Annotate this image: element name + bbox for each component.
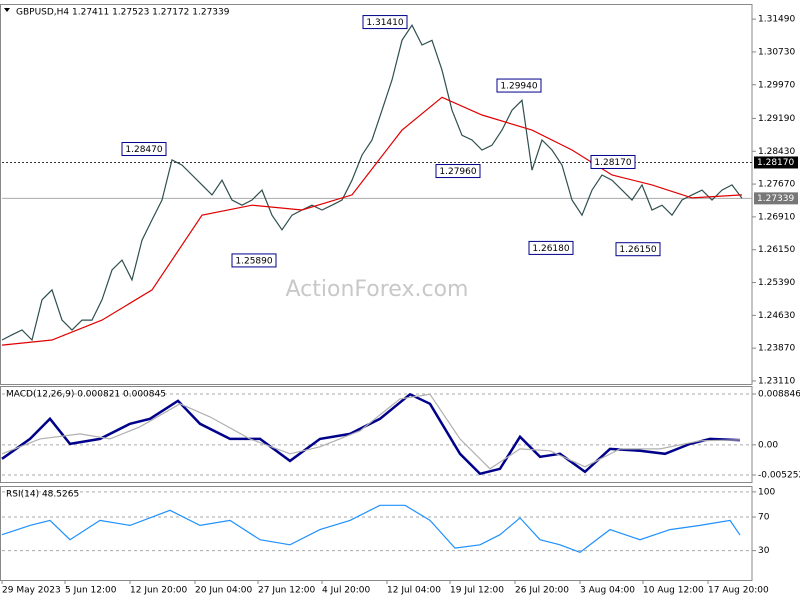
x-tick-label: 20 Jun 04:00 bbox=[195, 586, 252, 596]
annotation-box bbox=[615, 242, 661, 257]
annotation-label: 1.27960 bbox=[439, 167, 476, 177]
y-tick-label: 0.00 bbox=[758, 440, 778, 450]
series-line bbox=[1, 96, 743, 346]
series-line bbox=[1, 393, 741, 470]
y-tick-label: 1.25390 bbox=[758, 278, 795, 288]
series-line bbox=[1, 504, 741, 553]
annotation-label: 1.29940 bbox=[500, 82, 537, 92]
x-tick-label: 17 Aug 20:00 bbox=[708, 586, 769, 596]
annotation-box bbox=[590, 154, 636, 169]
x-tick-label: 27 Jun 12:00 bbox=[258, 586, 315, 596]
annotation-box bbox=[496, 78, 542, 93]
panel-frame bbox=[0, 4, 753, 385]
y-tick-label: 1.23110 bbox=[758, 376, 795, 386]
annotation-label: 1.28470 bbox=[125, 145, 162, 155]
menu-arrow bbox=[4, 8, 10, 12]
panel-frame bbox=[0, 486, 753, 581]
panel-title: RSI(14) 48.5265 bbox=[6, 490, 79, 500]
annotation-box bbox=[362, 15, 408, 30]
annotation-box bbox=[435, 164, 481, 179]
y-tick-label: 0.008846 bbox=[758, 390, 800, 400]
x-tick-label: 5 Jun 12:00 bbox=[65, 586, 117, 596]
x-tick-label: 26 Jul 20:00 bbox=[515, 586, 569, 596]
annotation-box bbox=[231, 253, 277, 268]
y-tick-label: 1.24630 bbox=[758, 311, 795, 321]
y-tick-label: 1.26150 bbox=[758, 245, 795, 255]
x-tick-label: 29 May 2023 bbox=[2, 586, 61, 596]
x-tick-label: 12 Jun 20:00 bbox=[130, 586, 187, 596]
y-tick-label: -0.005252 bbox=[758, 471, 800, 481]
y-tick-label: 1.30730 bbox=[758, 47, 795, 57]
annotation-label: 1.26150 bbox=[619, 245, 656, 255]
annotation-label: 1.25890 bbox=[235, 256, 272, 266]
y-tick-label: 1.28430 bbox=[758, 147, 795, 157]
annotation-label: 1.26180 bbox=[532, 244, 569, 254]
watermark: ActionForex.com bbox=[286, 277, 469, 302]
series-line bbox=[1, 392, 741, 476]
price-tag bbox=[754, 192, 798, 205]
y-tick-label: 1.31490 bbox=[758, 15, 795, 25]
x-tick-label: 12 Jul 04:00 bbox=[387, 586, 441, 596]
annotation-label: 1.28170 bbox=[594, 158, 631, 168]
panel-frame bbox=[0, 386, 753, 483]
panel-title: MACD(12,26,9) 0.000821 0.000845 bbox=[6, 390, 166, 400]
y-tick-label: 100 bbox=[758, 487, 775, 497]
annotation-label: 1.31410 bbox=[366, 18, 403, 28]
x-tick-label: 3 Aug 04:00 bbox=[580, 586, 635, 596]
annotation-box bbox=[121, 142, 167, 157]
y-tick-label: 1.27670 bbox=[758, 180, 795, 190]
y-tick-label: 1.29970 bbox=[758, 80, 795, 90]
panel-title: GBPUSD,H4 1.27411 1.27523 1.27172 1.2733… bbox=[16, 8, 230, 18]
y-tick-label: 70 bbox=[758, 513, 770, 523]
price-tag bbox=[754, 156, 798, 169]
price-tag-label: 1.28170 bbox=[757, 158, 794, 168]
y-tick-label: 1.23870 bbox=[758, 344, 795, 354]
x-tick-label: 4 Jul 20:00 bbox=[322, 586, 371, 596]
series-line bbox=[1, 24, 743, 342]
price-tag-label: 1.27339 bbox=[757, 194, 794, 204]
annotation-box bbox=[528, 240, 574, 255]
y-tick-label: 30 bbox=[758, 546, 770, 556]
x-tick-label: 19 Jul 12:00 bbox=[450, 586, 504, 596]
y-tick-label: 1.26910 bbox=[758, 212, 795, 222]
x-tick-label: 10 Aug 12:00 bbox=[643, 586, 704, 596]
y-tick-label: 1.29190 bbox=[758, 114, 795, 124]
